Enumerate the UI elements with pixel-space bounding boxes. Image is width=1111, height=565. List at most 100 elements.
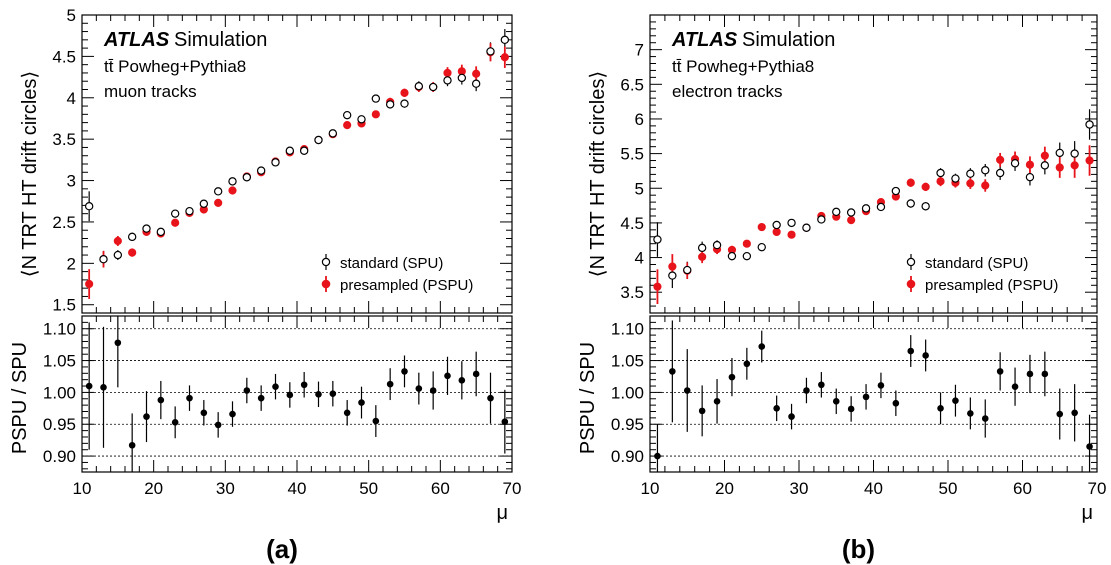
ratio-y-tick-label: 0.95 — [611, 415, 644, 434]
spu-point — [742, 251, 752, 261]
ratio-point — [300, 381, 308, 389]
pspu-point — [400, 88, 409, 97]
pspu-point — [1085, 156, 1094, 165]
ratio-y-tick-label: 0.90 — [43, 447, 76, 466]
ratio-data-points — [654, 320, 1093, 472]
spu-point — [1010, 159, 1020, 168]
ratio-point — [818, 381, 825, 389]
spu-point — [951, 174, 960, 183]
spu-point — [213, 187, 223, 196]
pspu-point — [906, 178, 915, 187]
pspu-point — [981, 181, 990, 190]
pspu-point — [85, 279, 94, 289]
ratio-point — [1041, 370, 1049, 378]
spu-point — [357, 115, 366, 124]
ratio-point — [788, 413, 795, 420]
ratio-y-tick-label: 1.05 — [611, 352, 644, 371]
track-type-label: muon tracks — [104, 82, 197, 101]
y-tick-label: 6 — [635, 110, 644, 129]
pspu-point — [772, 227, 781, 237]
ratio-point — [386, 380, 394, 388]
spu-point — [1040, 161, 1050, 170]
ratio-point — [257, 394, 265, 402]
y-tick-label: 5.5 — [620, 145, 644, 164]
y-tick-label: 1.5 — [52, 296, 76, 315]
ratio-point — [472, 370, 480, 378]
ratio-point — [329, 390, 337, 397]
y-tick-label: 2.5 — [52, 213, 76, 232]
ratio-point — [907, 347, 915, 355]
spu-point — [428, 82, 438, 92]
y-tick-label: 6.5 — [620, 75, 644, 94]
pspu-point — [698, 252, 707, 261]
spu-point — [443, 76, 452, 85]
y-tick-label: 3 — [67, 172, 76, 191]
pspu-point — [228, 186, 237, 195]
panel-b: 10 20 30 40 50 60 70 3.5 4 4.5 5 5.5 6 6.5 7 0.90 0.95 1.… — [577, 14, 1106, 564]
pspu-point — [1025, 160, 1035, 169]
spu-point — [861, 204, 871, 213]
ratio-point — [654, 452, 661, 460]
panel-label: (a) — [266, 534, 298, 564]
ratio-point — [877, 382, 885, 389]
x-tick-label: 20 — [715, 479, 734, 498]
main-data-points — [84, 29, 510, 299]
x-tick-label: 50 — [939, 479, 958, 498]
spu-point — [906, 199, 915, 208]
ratio-point — [229, 410, 236, 418]
ratio-point — [214, 421, 222, 429]
simulation-label: Simulation — [174, 29, 267, 51]
spu-point — [697, 243, 707, 253]
legend-label-spu: standard (SPU) — [925, 255, 1028, 272]
ratio-y-tick-label: 1.10 — [611, 320, 644, 339]
y-axis-title: ⟨N TRT HT drift circles⟩ — [19, 71, 41, 277]
spu-point — [271, 158, 280, 167]
spu-point — [802, 223, 811, 232]
spu-point — [921, 202, 930, 211]
x-tick-label: 10 — [73, 479, 92, 498]
spu-point — [891, 186, 901, 196]
spu-point — [457, 73, 467, 83]
ratio-point — [286, 391, 294, 399]
ratio-point — [1011, 383, 1019, 390]
spu-point — [668, 271, 677, 280]
ratio-data-points — [85, 316, 509, 472]
ratio-point — [415, 385, 423, 392]
spu-point — [995, 168, 1005, 178]
spu-point — [787, 218, 796, 228]
spu-point — [1055, 148, 1064, 158]
y-axis-title: ⟨N TRT HT drift circles⟩ — [587, 71, 609, 277]
spu-point — [832, 207, 841, 217]
pspu-point — [921, 182, 930, 191]
ratio-point — [128, 441, 136, 449]
x-tick-label: 60 — [1013, 479, 1032, 498]
ratio-point — [114, 339, 122, 347]
spu-point — [817, 215, 826, 224]
pspu-point — [742, 239, 751, 248]
ratio-point — [444, 372, 451, 380]
ratio-point — [937, 405, 944, 412]
pspu-point — [500, 53, 509, 62]
panel-a: 10 20 30 40 50 60 70 1.5 2 2.5 3 3.5 4 4.5 5 0.90 0.95 1.… — [9, 6, 521, 564]
spu-point — [1085, 120, 1094, 129]
ratio-point — [1071, 409, 1078, 417]
pspu-point — [343, 120, 352, 130]
spu-point — [727, 251, 737, 261]
pspu-point — [443, 68, 452, 78]
spu-point — [113, 250, 123, 260]
ratio-point — [487, 394, 494, 402]
ratio-point — [171, 419, 179, 426]
ratio-point — [1026, 370, 1034, 378]
pspu-point — [1070, 161, 1079, 170]
spu-point — [299, 146, 309, 155]
ratio-point — [773, 405, 780, 412]
ratio-point — [892, 399, 900, 407]
ratio-y-axis-title: PSPU / SPU — [577, 342, 599, 454]
ratio-point — [85, 382, 93, 390]
spu-point — [876, 202, 886, 212]
ratio-point — [272, 383, 279, 390]
x-tick-label: 50 — [359, 479, 378, 498]
spu-point — [772, 220, 781, 230]
y-tick-label: 4.5 — [52, 47, 76, 66]
